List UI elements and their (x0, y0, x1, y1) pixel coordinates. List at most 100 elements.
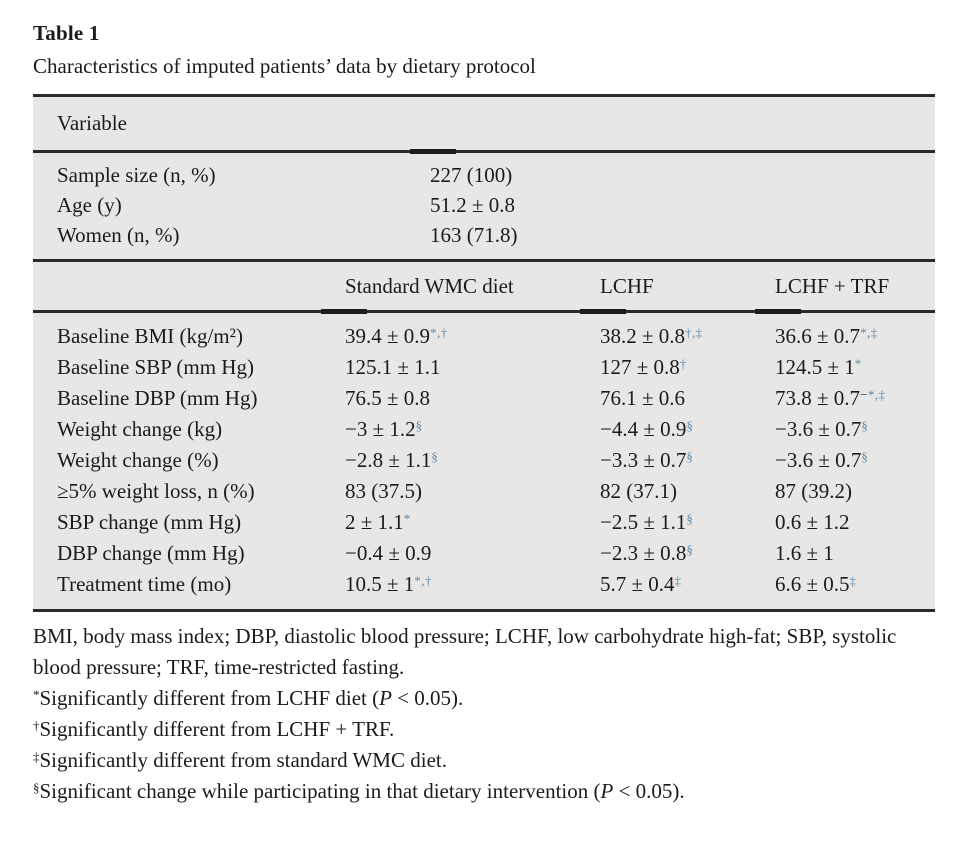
footnote-text: Significantly different from LCHF + TRF. (39, 717, 395, 741)
cell-value: 83 (37.5) (345, 479, 422, 503)
cell-value: −3.3 ± 0.7 (600, 448, 687, 472)
cell-value: −3.6 ± 0.7 (775, 417, 862, 441)
footnote-marker: ‡ (33, 749, 40, 764)
cell-superscript-dark: − (860, 387, 868, 402)
cell-lchf-trf: −3.6 ± 0.7§ (775, 445, 935, 476)
cell-value: 73.8 ± 0.7 (775, 386, 861, 410)
cell-superscript: †,‡ (685, 325, 703, 340)
cell-value: 1.6 ± 1 (775, 541, 834, 565)
table-row: Women (n, %) 163 (71.8) (33, 220, 935, 250)
cell-superscript: § (686, 511, 694, 526)
footnote-marker: † (33, 718, 40, 733)
cell-lchf-trf: 6.6 ± 0.5‡ (775, 569, 935, 600)
cell-value: −0.4 ± 0.9 (345, 541, 432, 565)
cell-value: 124.5 ± 1 (775, 355, 855, 379)
cell-lchf: −4.4 ± 0.9§ (600, 414, 775, 445)
cell-superscript: *,‡ (867, 387, 886, 402)
footnote-section: §Significant change while participating … (33, 776, 935, 807)
column-header-lchf: LCHF (600, 274, 654, 298)
cell-value: −4.4 ± 0.9 (600, 417, 687, 441)
variable-header-cell: Variable (57, 111, 127, 135)
rule-bottom (33, 609, 935, 612)
row-label: Sample size (n, %) (57, 163, 216, 187)
footnote-text: Significant change while participating i… (39, 779, 601, 803)
cell-value: 38.2 ± 0.8 (600, 324, 686, 348)
data-section: Baseline BMI (kg/m²) 39.4 ± 0.9*,† 38.2 … (33, 313, 935, 609)
cell-superscript: § (686, 449, 694, 464)
cell-superscript: § (861, 449, 869, 464)
cell-lchf-trf: 1.6 ± 1 (775, 538, 935, 569)
cell-lchf: −2.5 ± 1.1§ (600, 507, 775, 538)
row-label: Treatment time (mo) (57, 572, 232, 596)
cell-lchf: −3.3 ± 0.7§ (600, 445, 775, 476)
table-row: Baseline SBP (mm Hg) 125.1 ± 1.1 127 ± 0… (33, 352, 935, 383)
row-value: 163 (71.8) (430, 223, 518, 247)
cell-lchf-trf: −3.6 ± 0.7§ (775, 414, 935, 445)
row-label: Age (y) (57, 193, 122, 217)
cell-lchf-trf: 0.6 ± 1.2 (775, 507, 935, 538)
data-table: Variable Sample size (n, %) 227 (100) Ag… (33, 94, 935, 612)
cell-superscript: ‡ (674, 573, 682, 588)
table-row: Age (y) 51.2 ± 0.8 (33, 190, 935, 220)
row-label: Baseline SBP (mm Hg) (57, 355, 254, 379)
table-row: ≥5% weight loss, n (%) 83 (37.5) 82 (37.… (33, 476, 935, 507)
cell-lchf: 76.1 ± 0.6 (600, 383, 775, 414)
cell-value: −2.3 ± 0.8 (600, 541, 687, 565)
table-row: Treatment time (mo) 10.5 ± 1*,† 5.7 ± 0.… (33, 569, 935, 600)
row-label: Baseline BMI (kg/m²) (57, 324, 243, 348)
cell-standard-wmc: 2 ± 1.1* (345, 507, 600, 538)
table-body-background: Variable Sample size (n, %) 227 (100) Ag… (33, 97, 935, 609)
cell-value: 125.1 ± 1.1 (345, 355, 441, 379)
cell-standard-wmc: −2.8 ± 1.1§ (345, 445, 600, 476)
cell-value: 127 ± 0.8 (600, 355, 680, 379)
footnotes: BMI, body mass index; DBP, diastolic blo… (33, 621, 935, 807)
cell-superscript: *,† (430, 325, 448, 340)
cell-standard-wmc: 83 (37.5) (345, 476, 600, 507)
cell-standard-wmc: −0.4 ± 0.9 (345, 538, 600, 569)
column-header-standard-wmc: Standard WMC diet (345, 274, 514, 298)
cell-lchf: 127 ± 0.8† (600, 352, 775, 383)
footnote-abbreviations: BMI, body mass index; DBP, diastolic blo… (33, 621, 935, 683)
rule-under-variable (33, 149, 935, 154)
footnote-marker: * (33, 687, 40, 702)
cell-superscript: § (686, 418, 694, 433)
footnote-italic-p: P (379, 686, 392, 710)
table-row: Weight change (%) −2.8 ± 1.1§ −3.3 ± 0.7… (33, 445, 935, 476)
table-number-title: Table 1 (33, 21, 100, 45)
row-label: Weight change (%) (57, 448, 219, 472)
cell-lchf: −2.3 ± 0.8§ (600, 538, 775, 569)
footnote-text: < 0.05). (613, 779, 685, 803)
cell-standard-wmc: 39.4 ± 0.9*,† (345, 321, 600, 352)
document-page: Table 1 Characteristics of imputed patie… (33, 21, 935, 807)
rule-tick (580, 309, 626, 314)
footnote-text: < 0.05). (391, 686, 464, 710)
cell-standard-wmc: 76.5 ± 0.8 (345, 383, 600, 414)
cell-superscript: *,‡ (860, 325, 878, 340)
rule-under-summary (33, 259, 935, 262)
footnote-text: Significantly different from standard WM… (39, 748, 447, 772)
rule-top (33, 94, 935, 97)
cell-superscript: ‡ (849, 573, 857, 588)
cell-lchf: 5.7 ± 0.4‡ (600, 569, 775, 600)
cell-value: −2.8 ± 1.1 (345, 448, 432, 472)
table-row: SBP change (mm Hg) 2 ± 1.1* −2.5 ± 1.1§ … (33, 507, 935, 538)
table-row: DBP change (mm Hg) −0.4 ± 0.9 −2.3 ± 0.8… (33, 538, 935, 569)
rule-under-column-headers (33, 309, 935, 314)
row-label: Baseline DBP (mm Hg) (57, 386, 258, 410)
table-row: Baseline BMI (kg/m²) 39.4 ± 0.9*,† 38.2 … (33, 321, 935, 352)
row-label: Weight change (kg) (57, 417, 223, 441)
column-header-row: Standard WMC diet LCHF LCHF + TRF (33, 262, 935, 310)
cell-value: 36.6 ± 0.7 (775, 324, 861, 348)
cell-standard-wmc: −3 ± 1.2§ (345, 414, 600, 445)
cell-superscript: * (403, 511, 411, 526)
cell-value: 2 ± 1.1 (345, 510, 404, 534)
footnote-double-dagger: ‡Significantly different from standard W… (33, 745, 935, 776)
cell-lchf-trf: 36.6 ± 0.7*,‡ (775, 321, 935, 352)
row-label: ≥5% weight loss, n (%) (57, 479, 255, 503)
cell-value: 5.7 ± 0.4 (600, 572, 675, 596)
cell-value: 6.6 ± 0.5 (775, 572, 850, 596)
cell-value: 87 (39.2) (775, 479, 852, 503)
column-header-lchf-trf: LCHF + TRF (775, 274, 890, 298)
rule-tick (755, 309, 801, 314)
cell-superscript: *,† (414, 573, 433, 588)
